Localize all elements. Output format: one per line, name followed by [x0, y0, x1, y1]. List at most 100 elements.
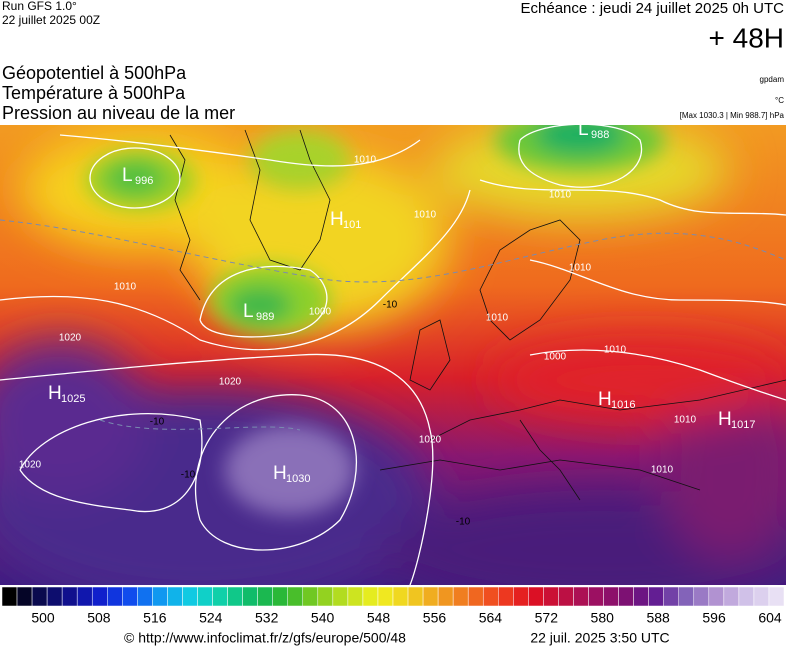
isobar-label: 1000	[544, 352, 567, 363]
pressure-center-value: 1030	[286, 473, 310, 485]
colorbar-swatch	[107, 586, 123, 607]
colorbar-swatch	[31, 586, 48, 607]
isotherm-label: -10	[181, 470, 196, 481]
colorbar-swatch	[768, 586, 785, 607]
pressure-center-letter: H	[273, 463, 287, 484]
colorbar-swatch	[407, 586, 424, 607]
colorbar-label: 524	[199, 610, 223, 626]
colorbar-swatch	[648, 586, 664, 607]
colorbar-swatch	[1, 586, 18, 607]
colorbar-swatch	[302, 586, 319, 607]
colorbar-label: 556	[423, 610, 447, 626]
isobar-label: 1010	[354, 155, 377, 166]
colorbar-swatch	[347, 586, 364, 607]
colorbar-swatch	[573, 586, 589, 607]
colorbar-swatch	[618, 586, 634, 607]
colorbar-swatch	[362, 586, 379, 607]
colorbar-label: 548	[367, 610, 391, 626]
run-label: Run GFS 1.0°	[2, 0, 77, 13]
param: Pression au niveau de la mer	[2, 103, 235, 123]
colorbar-swatch	[182, 586, 198, 607]
valid-time: Echéance : jeudi 24 juillet 2025 0h UTC	[521, 0, 785, 17]
param: Température à 500hPa	[2, 83, 186, 103]
colorbar-label: 572	[535, 610, 559, 626]
colorbar-swatch	[257, 586, 273, 607]
colorbar-swatch	[708, 586, 725, 607]
isobar-label: 1010	[604, 345, 627, 356]
unit: [Max 1030.3 | Min 988.7] hPa	[680, 111, 785, 120]
colorbar-label: 516	[143, 610, 167, 626]
pressure-center-value: 1025	[61, 393, 85, 405]
colorbar-swatch	[437, 586, 454, 607]
isotherm-label: -10	[150, 417, 165, 428]
colorbar-swatch	[91, 586, 108, 607]
colorbar-swatch	[663, 586, 679, 607]
colorbar-swatch	[16, 586, 33, 607]
pressure-center-letter: L	[578, 119, 589, 140]
colorbar-swatch	[317, 586, 334, 607]
colorbar-swatch	[633, 586, 649, 607]
isobar-label: 1010	[651, 465, 674, 476]
unit: gpdam	[760, 75, 785, 84]
colorbar-label: 540	[311, 610, 335, 626]
colorbar-swatch	[197, 586, 213, 607]
pressure-center-letter: L	[122, 165, 133, 186]
colorbar-swatch	[482, 586, 499, 607]
colorbar-swatch	[753, 586, 770, 607]
pressure-center-value: 1017	[731, 419, 755, 431]
isobar-label: 1010	[486, 313, 509, 324]
colorbar-swatch	[452, 586, 469, 607]
colorbar-swatch	[61, 586, 78, 607]
issue-time: 22 juil. 2025 3:50 UTC	[530, 630, 669, 646]
colorbar-swatch	[242, 586, 258, 607]
unit: °C	[775, 96, 784, 105]
colorbar-swatch	[227, 586, 243, 607]
pressure-center-letter: H	[330, 209, 344, 230]
pressure-center-value: 989	[256, 311, 274, 323]
colorbar-label: 564	[479, 610, 503, 626]
colorbar-swatch	[528, 586, 544, 607]
colorbar-swatch	[693, 586, 710, 607]
pressure-center-letter: L	[243, 301, 254, 322]
colorbar-swatch	[543, 586, 559, 607]
colorbar-swatch	[738, 586, 755, 607]
colorbar-swatch	[723, 586, 740, 607]
colorbar-swatch	[122, 586, 138, 607]
pressure-center-letter: H	[718, 409, 732, 430]
map	[0, 125, 786, 585]
isobar-label: 1020	[419, 435, 442, 446]
colorbar-label: 596	[702, 610, 726, 626]
colorbar-label: 532	[255, 610, 279, 626]
colorbar-swatch	[152, 586, 168, 607]
source-url: © http://www.infoclimat.fr/z/gfs/europe/…	[124, 630, 406, 646]
colorbar-swatch	[467, 586, 484, 607]
colorbar-swatch	[558, 586, 574, 607]
colorbar-label: 580	[591, 610, 615, 626]
colorbar-label: 588	[646, 610, 670, 626]
param: Géopotentiel à 500hPa	[2, 63, 187, 83]
colorbar-swatch	[498, 586, 514, 607]
colorbar-swatch	[377, 586, 394, 607]
colorbar-label: 604	[758, 610, 782, 626]
pressure-center-letter: H	[48, 383, 62, 404]
colorbar-swatch	[272, 586, 288, 607]
pressure-center-letter: H	[598, 389, 612, 410]
isotherm-label: -10	[383, 300, 398, 311]
colorbar-swatch	[513, 586, 529, 607]
isobar-label: 1020	[59, 333, 82, 344]
colorbar-swatch	[46, 586, 63, 607]
colorbar-swatch	[392, 586, 409, 607]
colorbar-swatch	[137, 586, 153, 607]
isotherm-label: -10	[456, 517, 471, 528]
isobar-label: 1020	[19, 460, 42, 471]
colorbar-swatch	[212, 586, 228, 607]
isobar-label: 1010	[569, 263, 592, 274]
colorbar-swatch	[603, 586, 619, 607]
isobar-label: 1020	[219, 377, 242, 388]
colorbar-label: 508	[87, 610, 111, 626]
colorbar-swatch	[76, 586, 93, 607]
colorbar-swatch	[332, 586, 349, 607]
colorbar-swatch	[287, 586, 304, 607]
pressure-center-value: 1016	[611, 399, 635, 411]
